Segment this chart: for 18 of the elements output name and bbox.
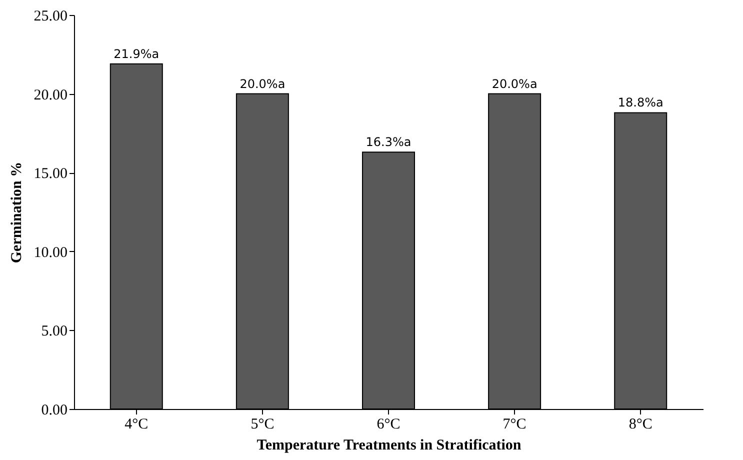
y-tick-label: 20.00 [34,87,68,104]
data-label: 16.3%a [366,135,412,150]
data-label: 20.0%a [240,76,286,91]
y-tick-label: 10.00 [34,244,68,261]
x-tick-label: 7°C [502,416,526,432]
data-label: 18.8%a [618,96,664,110]
y-axis-title: Germination % [8,162,25,264]
y-tick-label: 25.00 [34,8,68,24]
x-tick-label: 4°C [124,416,148,432]
y-tick-label: 15.00 [34,166,68,182]
data-label: 20.0%a [492,76,538,91]
y-tick-label: 0.00 [41,402,68,418]
y-tick-label: 5.00 [41,324,68,340]
data-label: 21.9%a [114,46,160,61]
x-tick-label: 5°C [250,416,274,432]
x-axis-title: Temperature Treatments in Stratification [256,438,522,454]
x-tick-label: 6°C [376,416,400,432]
x-tick-label: 8°C [628,416,652,432]
